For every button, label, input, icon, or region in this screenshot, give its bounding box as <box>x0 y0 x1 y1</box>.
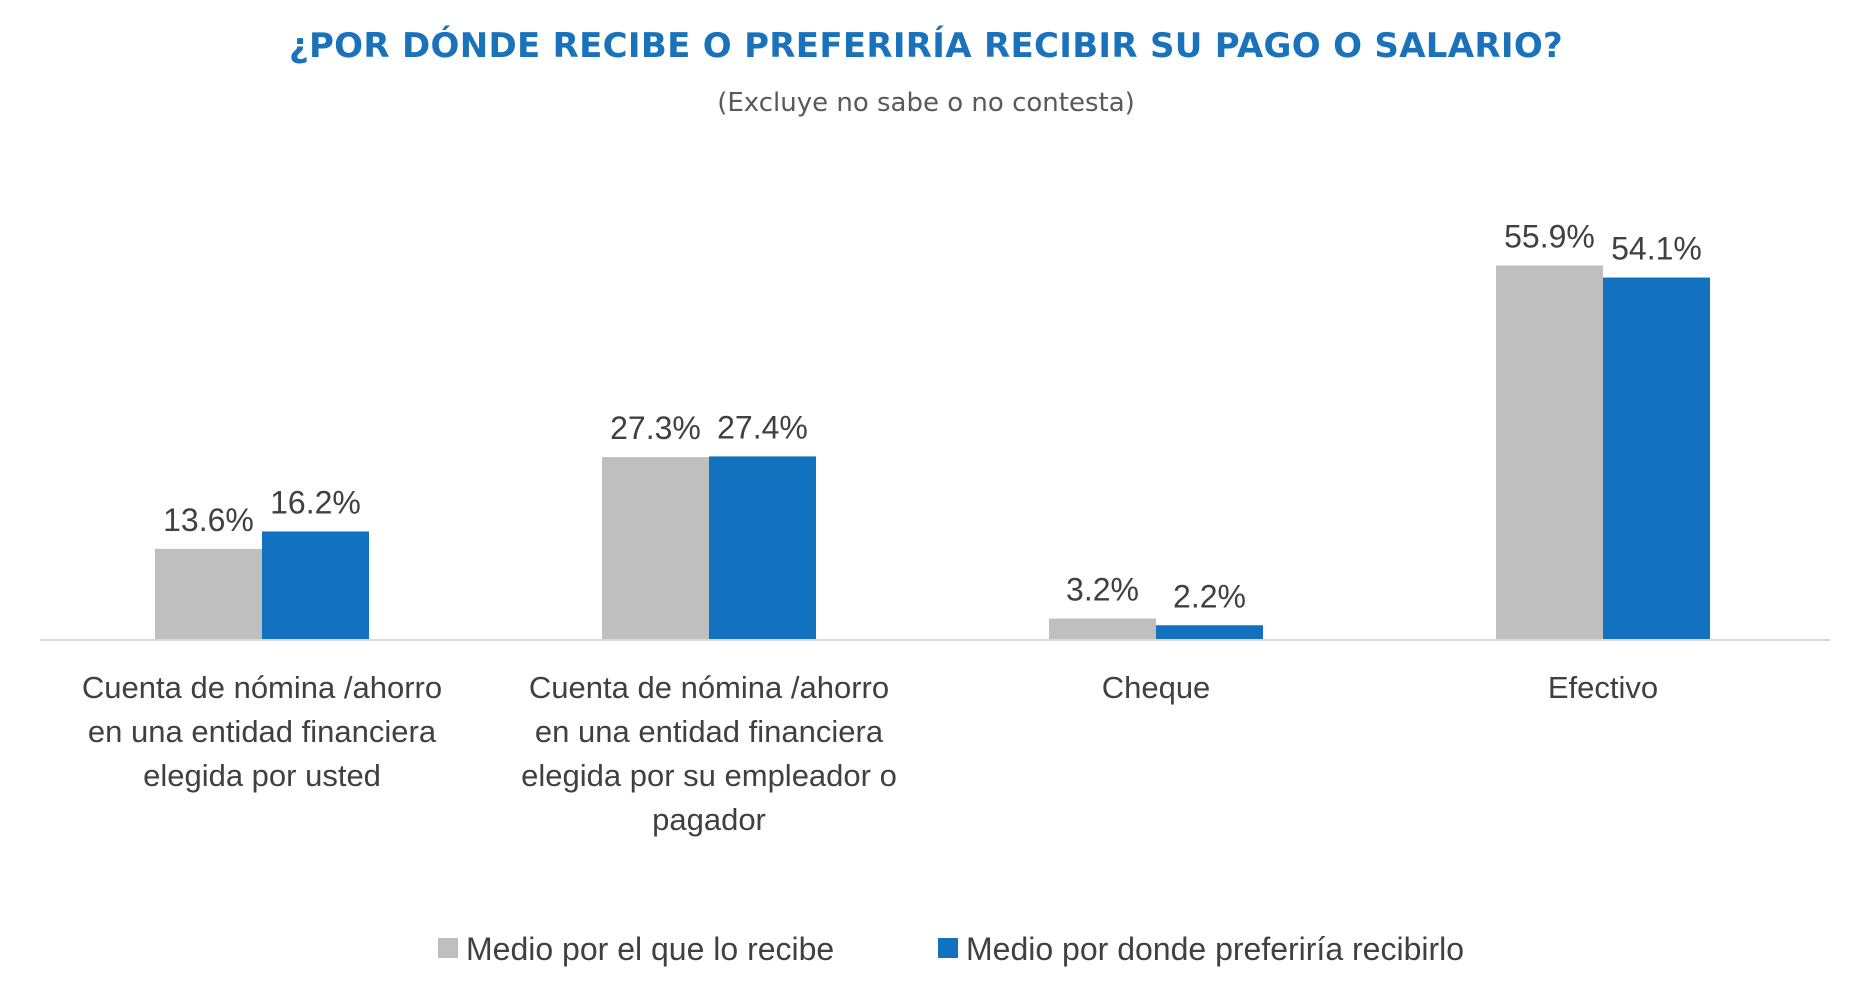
bar-preferiria-0 <box>262 531 369 640</box>
bar-preferiria-1 <box>709 456 816 640</box>
data-label-0-0: 13.6% <box>163 502 254 538</box>
chart-subtitle: (Excluye no sabe o no contesta) <box>717 88 1135 118</box>
data-label-0-2: 3.2% <box>1066 572 1139 608</box>
legend-label-1: Medio por donde preferiría recibirlo <box>966 931 1464 967</box>
data-label-1-0: 16.2% <box>270 484 361 520</box>
legend-swatch-1 <box>938 938 958 958</box>
category-label-1-line-0: Cuenta de nómina /ahorro <box>529 670 889 705</box>
data-label-0-1: 27.3% <box>610 410 701 446</box>
data-label-1-1: 27.4% <box>717 409 808 445</box>
bar-preferiria-2 <box>1156 625 1263 640</box>
category-label-0-line-0: Cuenta de nómina /ahorro <box>82 670 442 705</box>
bars-layer <box>155 265 1710 640</box>
chart-title: ¿POR DÓNDE RECIBE O PREFERIRÍA RECIBIR S… <box>288 26 1564 66</box>
legend-label-0: Medio por el que lo recibe <box>466 931 834 967</box>
bar-recibe-3 <box>1496 265 1603 640</box>
legend: Medio por el que lo recibe Medio por dond… <box>438 931 1464 967</box>
data-label-1-3: 54.1% <box>1611 231 1702 267</box>
bar-recibe-0 <box>155 548 262 640</box>
category-label-3-line-0: Efectivo <box>1548 670 1658 705</box>
category-labels-layer: Cuenta de nómina /ahorro en una entidad f… <box>82 670 1658 837</box>
legend-swatch-0 <box>438 938 458 958</box>
data-label-1-2: 2.2% <box>1173 578 1246 614</box>
category-label-1-line-2: elegida por su empleador o <box>521 758 897 793</box>
category-label-1-line-3: pagador <box>652 802 766 837</box>
data-label-0-3: 55.9% <box>1504 218 1595 254</box>
category-label-0-line-2: elegida por usted <box>143 758 381 793</box>
category-label-0-line-1: en una entidad financiera <box>88 714 437 749</box>
category-label-2-line-0: Cheque <box>1102 670 1211 705</box>
bar-recibe-1 <box>602 457 709 640</box>
category-label-1-line-1: en una entidad financiera <box>535 714 884 749</box>
value-labels-layer: 13.6% 16.2% 27.3% 27.4% 3.2% 2.2% 55.9% 54.1% <box>163 218 1702 614</box>
bar-preferiria-3 <box>1603 277 1710 640</box>
bar-recibe-2 <box>1049 618 1156 640</box>
